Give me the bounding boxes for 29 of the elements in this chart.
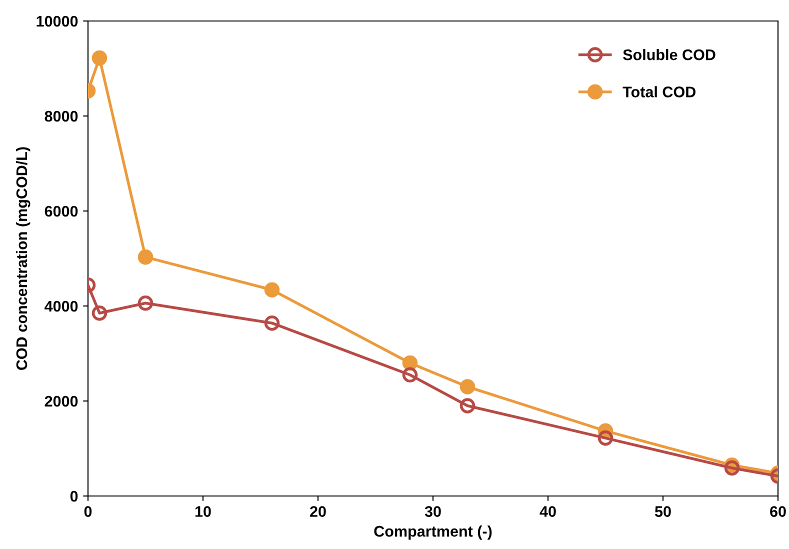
point [598,430,614,446]
point [402,355,418,371]
y-tick-label: 4000 [44,300,78,312]
legend-label: Total COD [622,86,696,98]
x-tick-label: 30 [424,506,441,517]
legend-label: Soluble COD [623,49,716,60]
y-axis-title: COD concentration (mgCOD/L) [16,147,30,370]
x-tick-label: 0 [84,506,92,517]
x-tick-label: 20 [310,506,326,517]
x-tick-label: 50 [654,506,671,517]
x-tick-label: 10 [195,506,211,517]
y-tick-label: 10000 [36,16,78,27]
point [460,379,476,394]
point [138,249,154,265]
x-tick-label: 40 [540,506,556,517]
y-tick-label: 8000 [44,110,78,122]
y-tick-label: 6000 [44,206,78,217]
y-tick-label: 2000 [44,396,78,407]
x-tick-label: 60 [770,506,786,517]
point [138,296,154,311]
point [92,50,108,66]
x-axis-title: Compartment (-) [374,526,492,540]
point [402,367,418,383]
point [460,398,476,414]
point [264,282,280,298]
point [92,305,108,321]
y-tick-label: 0 [70,490,78,502]
point [724,460,740,476]
point [264,315,280,331]
